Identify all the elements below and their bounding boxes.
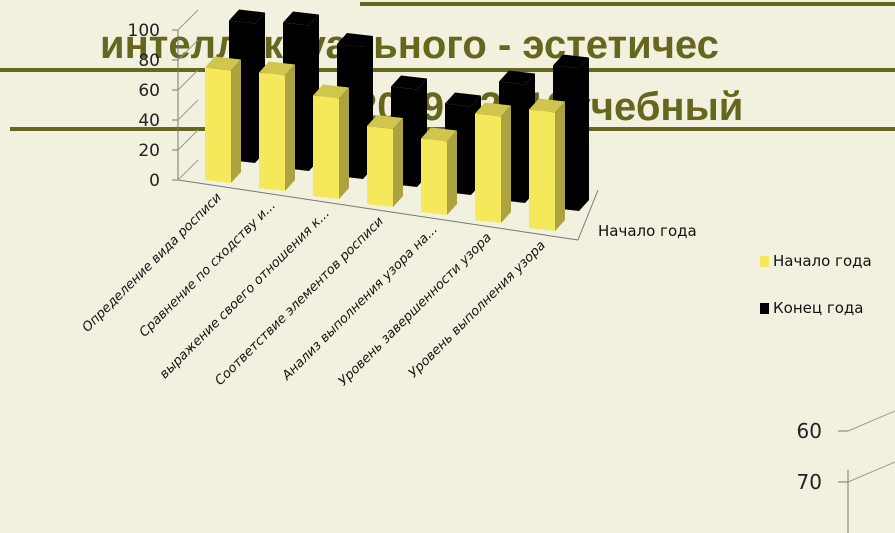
depth-label: Начало года — [598, 222, 697, 240]
bar-top — [313, 84, 349, 99]
bar — [367, 115, 403, 207]
bar — [259, 61, 295, 191]
y-tick-label: 70 — [797, 470, 822, 494]
bar-side — [447, 130, 457, 215]
bar-top — [445, 92, 481, 107]
bar-front — [529, 109, 555, 231]
bar-side — [555, 101, 565, 231]
bar-side — [285, 64, 295, 191]
grid-line — [177, 129, 199, 151]
legend-label: Начало года — [773, 252, 872, 270]
bar-top — [391, 75, 427, 90]
bar — [205, 56, 241, 183]
y-tick-label: 100 — [128, 21, 160, 41]
grid-line — [177, 159, 199, 181]
bar-top — [283, 11, 319, 26]
bar-side — [579, 57, 589, 211]
grid-line — [847, 410, 895, 432]
bar-front — [259, 72, 285, 191]
y-tick-label: 80 — [138, 51, 160, 71]
bar-top — [499, 70, 535, 85]
y-tick-label: 60 — [797, 419, 822, 443]
grid-line — [177, 69, 199, 91]
bar-top — [529, 98, 565, 113]
bar-top — [337, 33, 373, 47]
bar-front — [367, 126, 393, 207]
bar-top — [205, 56, 241, 71]
bar-top — [553, 54, 589, 69]
grid-line — [177, 39, 199, 61]
bar-front — [475, 113, 501, 223]
x-axis — [177, 179, 579, 241]
bar-side — [393, 118, 403, 207]
bar-top — [475, 102, 511, 117]
bar-side — [339, 87, 349, 199]
depth-axis — [577, 189, 599, 241]
bar — [529, 98, 565, 231]
bar-top — [259, 61, 295, 76]
bar-front — [205, 67, 231, 183]
y-tick-label: 20 — [138, 141, 160, 161]
bar-side — [231, 59, 241, 183]
title-line: интеллектуального - эстетичес — [100, 23, 719, 67]
y-tick-label: 0 — [149, 171, 160, 191]
bar-top — [421, 127, 457, 142]
legend-swatch — [760, 256, 769, 267]
grid-line — [847, 461, 895, 483]
bar-front — [421, 138, 447, 215]
bar-top — [367, 115, 403, 129]
bar-side — [501, 105, 511, 223]
grid-line — [177, 9, 199, 31]
legend-swatch — [760, 303, 769, 314]
y-tick-label: 40 — [138, 111, 160, 131]
y-tick-label: 60 — [138, 81, 160, 101]
bar-front — [313, 95, 339, 199]
legend-label: Конец года — [773, 299, 863, 317]
bar — [475, 102, 511, 223]
bar-top — [229, 9, 265, 24]
bar — [313, 84, 349, 199]
grid-line — [177, 99, 199, 121]
bar — [421, 127, 457, 215]
